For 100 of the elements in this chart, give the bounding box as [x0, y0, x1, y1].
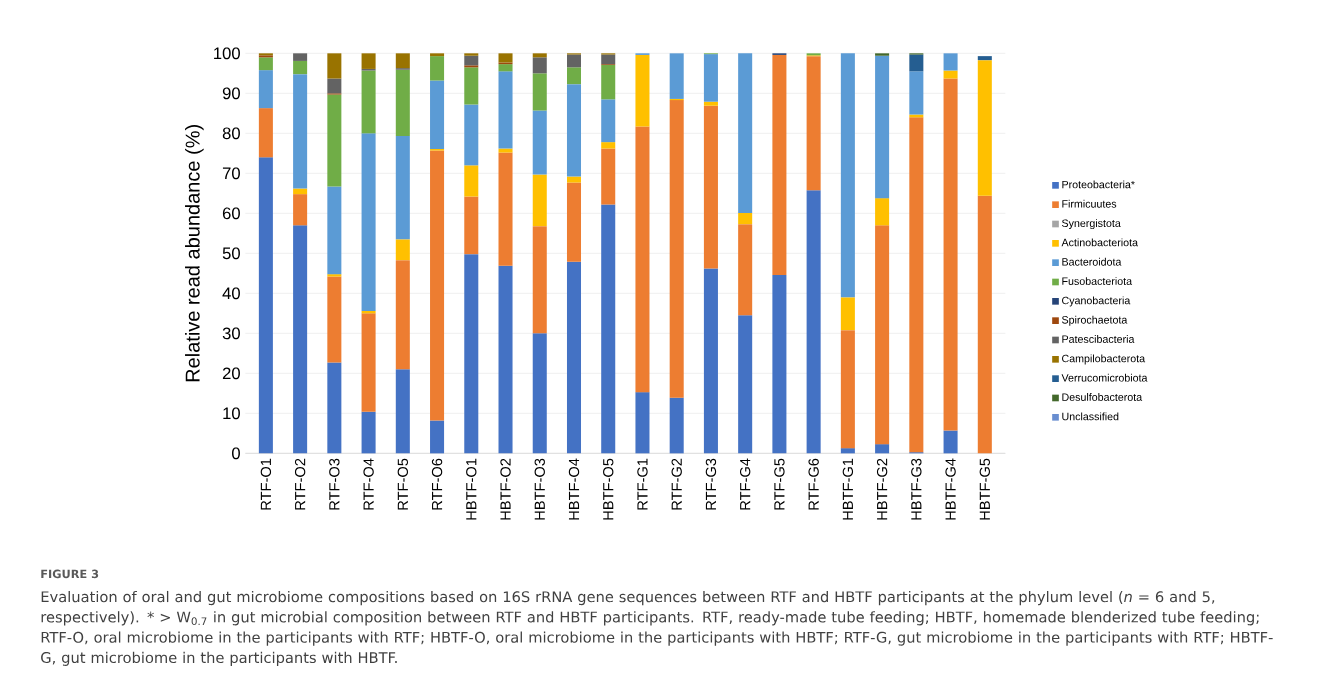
legend-label: Firmicuutes: [1062, 199, 1117, 208]
x-tick-label: HBTF-G1: [842, 458, 854, 520]
bar: [875, 55, 890, 199]
bar: [635, 126, 650, 393]
legend-label: Campilobacterota: [1062, 354, 1146, 365]
caption: FIGURE 3: [41, 569, 99, 579]
bar: [498, 64, 513, 72]
bar: [532, 333, 547, 454]
bar: [909, 54, 924, 72]
bar: [464, 67, 479, 105]
bar: [601, 204, 616, 454]
y-tick-label: 70: [222, 167, 240, 180]
bar: [430, 53, 445, 57]
x-tick-label: RTF-G4: [739, 458, 751, 510]
x-tick-label: RTF-O3: [329, 458, 340, 510]
legend-label: Cyanobacteria: [1062, 296, 1131, 307]
x-tick-label: RTF-O2: [294, 458, 306, 510]
x-tick-label: RTF-G6: [808, 458, 819, 510]
x-tick-label: RTF-G3: [705, 458, 717, 510]
bar: [840, 330, 855, 449]
bar: [395, 136, 410, 240]
x-tick-label: HBTF-G3: [911, 458, 922, 520]
bar: [258, 108, 273, 158]
bar: [566, 176, 582, 183]
legend-label: Verrucomicrobiota: [1061, 373, 1148, 382]
x-tick-label: RTF-O5: [397, 458, 409, 510]
bar: [738, 224, 753, 316]
bar: [532, 73, 547, 111]
bar: [532, 110, 547, 175]
y-tick-label: 80: [222, 127, 240, 140]
bar: [875, 53, 890, 56]
bar: [464, 65, 479, 68]
bar: [601, 64, 616, 100]
bar: [738, 53, 753, 213]
y-tick-label: 90: [222, 87, 240, 100]
bar: [430, 150, 445, 421]
bar: [532, 226, 547, 334]
bar: [293, 194, 308, 226]
bar: [464, 254, 479, 454]
x-tick-label: RTF-O1: [260, 458, 272, 510]
x-tick-label: RTF-O6: [431, 458, 443, 510]
x-tick-label: HBTF-O2: [500, 458, 511, 520]
bar: [430, 420, 445, 454]
bar: [840, 448, 855, 454]
bar: [601, 142, 616, 149]
bar: [669, 397, 684, 454]
bar: [361, 133, 376, 311]
bar: [293, 60, 308, 75]
y-tick-label: 60: [222, 207, 240, 220]
bar: [293, 74, 308, 189]
bar: [498, 265, 513, 454]
legend-label: Synergistota: [1061, 219, 1121, 230]
bar: [669, 100, 684, 398]
bar: [738, 315, 753, 454]
bar: [293, 53, 308, 61]
bar: [361, 411, 376, 454]
y-tick-label: 40: [222, 287, 240, 300]
bar: [601, 148, 616, 205]
x-tick-label: HBTF-O4: [568, 458, 580, 520]
x-tick-label: RTF-G2: [671, 458, 682, 510]
bar: [669, 53, 684, 99]
bar: [875, 198, 890, 226]
text: Evaluation of oral and gut microbiome compositions based on 16S rRNA gene sequences between RTF and HBTF participants at the phylum level (n = 6 and 5, respectively). * > W$_{0.7}$ in gut microbial composition between RTF and HBTF participants. RTF, ready-made tube feeding; HBTF, homemade blenderized tube feeding; RTF-O, oral microbiome in the participants with RTF; HBTF-O, oral microbiome in the participants with HBTF; RTF-G, gut microbiome in the participants with RTF; HBTF-G, gut microbiome in the participants with HBTF.: [41, 590, 1273, 666]
y-tick-label: 50: [222, 247, 240, 260]
bar: [430, 80, 445, 149]
bar: [943, 430, 958, 454]
bar: [395, 260, 410, 370]
bar: [703, 54, 718, 102]
bar: [532, 53, 547, 58]
bar: [327, 276, 342, 363]
x-tick-label: RTF-G1: [637, 458, 648, 510]
bar: [703, 268, 718, 454]
bar: [566, 84, 582, 177]
bar: [327, 274, 342, 277]
legend-label: Actinobacteriota: [1061, 238, 1138, 247]
x-tick-label: HBTF-O3: [534, 458, 545, 520]
bar: [738, 212, 753, 225]
y-axis-title: Relative read abundance (%): [185, 125, 204, 382]
x-tick-label: HBTF-O1: [466, 458, 477, 520]
bar: [566, 182, 582, 262]
bar: [327, 78, 342, 94]
bar: [464, 104, 479, 166]
bar: [361, 53, 376, 69]
bar: [258, 57, 273, 71]
bar: [464, 55, 479, 66]
y-tick-label: 100: [214, 47, 240, 60]
bar: [327, 362, 342, 454]
bar: [635, 54, 650, 127]
bar: [601, 99, 616, 143]
bar: [772, 54, 787, 275]
bar: [464, 196, 479, 255]
bar: [977, 60, 992, 196]
bar: [806, 190, 821, 454]
bar: [909, 117, 924, 453]
x-tick-label: HBTF-G2: [876, 458, 888, 520]
bar: [498, 148, 513, 153]
bar: [327, 94, 342, 187]
bar: [327, 53, 342, 79]
bar: [943, 78, 958, 431]
y-tick-label: 0: [232, 447, 240, 460]
